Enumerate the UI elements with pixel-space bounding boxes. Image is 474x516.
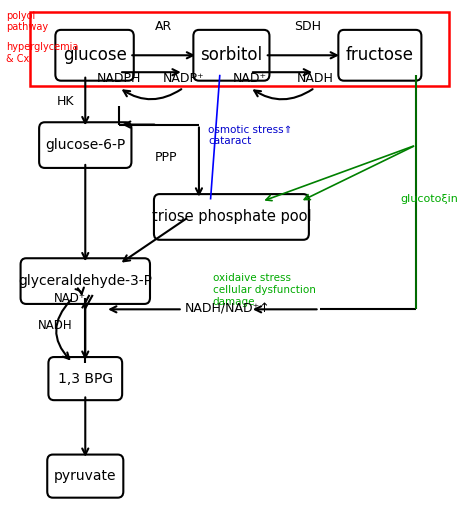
Text: glyceraldehyde-3-P: glyceraldehyde-3-P <box>18 274 152 288</box>
Text: sorbitol: sorbitol <box>201 46 263 64</box>
FancyBboxPatch shape <box>55 30 134 80</box>
Text: AR: AR <box>155 20 172 33</box>
Text: fructose: fructose <box>346 46 414 64</box>
Text: SDH: SDH <box>294 20 321 33</box>
FancyBboxPatch shape <box>193 30 269 80</box>
FancyBboxPatch shape <box>154 194 309 240</box>
FancyBboxPatch shape <box>20 258 150 304</box>
Text: polyol
pathway: polyol pathway <box>7 11 48 32</box>
Text: glucose-6-P: glucose-6-P <box>45 138 126 152</box>
Text: NAD⁺: NAD⁺ <box>54 292 86 304</box>
Text: glucose: glucose <box>63 46 127 64</box>
Text: NADH/NAD⁺↑: NADH/NAD⁺↑ <box>185 303 271 316</box>
FancyBboxPatch shape <box>338 30 421 80</box>
Text: 1,3 BPG: 1,3 BPG <box>58 372 113 385</box>
Text: NADH: NADH <box>37 319 72 332</box>
Bar <box>29 12 449 86</box>
Text: glucotoξin: glucotoξin <box>401 194 459 204</box>
Text: NAD⁺: NAD⁺ <box>233 72 267 85</box>
Text: HK: HK <box>57 95 74 108</box>
Text: oxidaive stress
cellular dysfunction
damage: oxidaive stress cellular dysfunction dam… <box>213 273 316 307</box>
FancyBboxPatch shape <box>39 122 131 168</box>
Text: PPP: PPP <box>155 151 178 165</box>
Text: osmotic stress⇑
cataract: osmotic stress⇑ cataract <box>208 124 292 146</box>
Text: NADP⁺: NADP⁺ <box>163 72 204 85</box>
Text: triose phosphate pool: triose phosphate pool <box>152 209 311 224</box>
FancyBboxPatch shape <box>47 455 123 497</box>
Text: pyruvate: pyruvate <box>54 469 117 483</box>
FancyBboxPatch shape <box>48 357 122 400</box>
Text: NADH: NADH <box>296 72 333 85</box>
Text: NADPH: NADPH <box>97 72 141 85</box>
Text: hyperglycemia
& Cx: hyperglycemia & Cx <box>7 42 79 64</box>
